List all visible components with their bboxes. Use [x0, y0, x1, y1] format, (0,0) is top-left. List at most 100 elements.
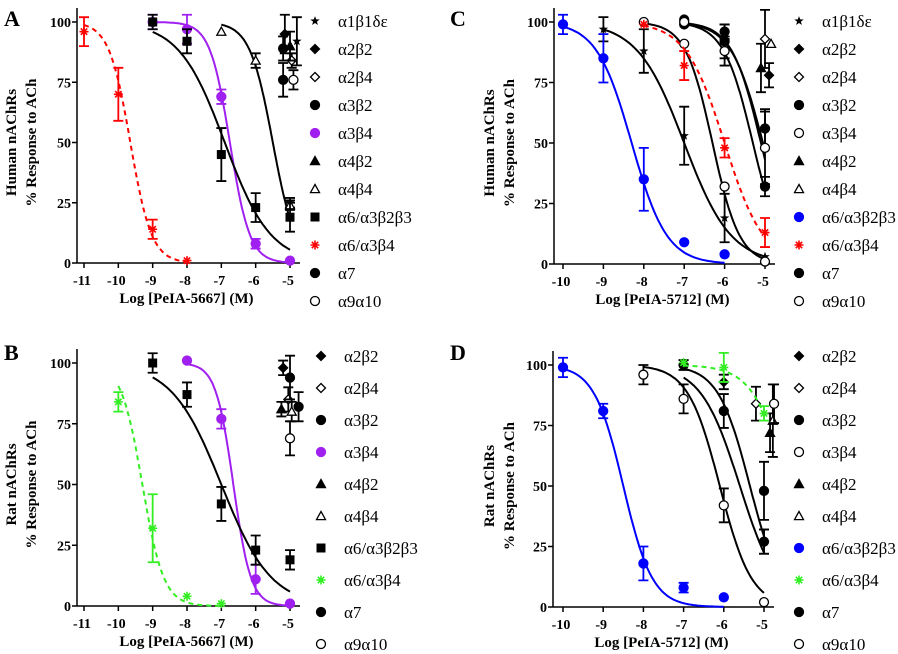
y-tick-label: 50 — [57, 137, 71, 152]
legend-item: α3β4 — [309, 124, 373, 143]
circle-marker — [315, 414, 327, 426]
legend-item: α3β2 — [793, 411, 857, 430]
triangle-open-marker — [765, 37, 777, 49]
legend-label: α2β2 — [338, 40, 373, 59]
y-tick-label: 100 — [526, 359, 547, 374]
legend-label: α3β2 — [338, 96, 373, 115]
legend-label: α3β2 — [344, 411, 379, 430]
y-tick-label: 100 — [50, 16, 71, 31]
asterisk-marker — [316, 575, 326, 585]
x-tick-label: -9 — [596, 275, 608, 290]
star-marker — [719, 213, 730, 222]
asterisk-marker — [794, 240, 804, 250]
series-α9α10 — [284, 420, 296, 457]
diamond-open-marker — [750, 398, 762, 410]
x-tick-label: -5 — [282, 274, 294, 289]
square-marker — [310, 212, 320, 222]
y-axis-label: % Response to ACh — [24, 420, 40, 549]
legend-label: α3β4 — [822, 443, 857, 462]
circle-marker — [638, 174, 649, 185]
star-marker — [292, 36, 302, 46]
y-tick-label: 50 — [533, 480, 547, 495]
legend-item: α6/α3β4 — [794, 236, 879, 255]
diamond-marker — [309, 43, 321, 55]
legend-label: α4β2 — [822, 152, 857, 171]
legend-item: α1β1δε — [310, 12, 388, 31]
series-α3β4 — [638, 16, 771, 267]
y-tick-label: 0 — [64, 600, 71, 615]
y-tick-label: 0 — [64, 257, 71, 272]
circle-marker — [557, 362, 569, 373]
x-tick-label: -8 — [636, 275, 648, 290]
legend-item: α7 — [793, 603, 840, 622]
legend-label: α2β4 — [822, 379, 857, 398]
y-tick-label: 100 — [527, 16, 548, 31]
legend: α2β2 α2β4 α3β2 α3β4 α4β2 α4β4 α6/α3β2β3 α6/α3β4… — [793, 347, 896, 654]
legend-label: α2β2 — [822, 40, 857, 59]
legend-item: α4β4 — [793, 507, 857, 526]
circle-marker — [293, 401, 304, 412]
y-axis-label: Rat nAChRs — [482, 445, 498, 527]
asterisk-marker — [720, 143, 730, 153]
y-tick-label: 75 — [533, 420, 547, 435]
series-α9α10 — [679, 16, 771, 186]
fit-curve — [643, 22, 766, 261]
asterisk-marker — [760, 228, 770, 238]
x-tick-label: -7 — [676, 275, 688, 290]
legend-item: α3β2 — [793, 96, 857, 115]
circle-marker — [793, 542, 805, 554]
y-tick-label: 25 — [533, 541, 547, 556]
triangle-marker — [309, 155, 321, 166]
circle-marker — [216, 91, 227, 102]
series-α4β2 — [755, 42, 767, 94]
circle-marker — [758, 536, 770, 547]
legend-label: α6/α3β2β3 — [822, 208, 896, 227]
diamond-open-marker — [759, 33, 771, 45]
triangle-marker — [284, 40, 296, 51]
x-tick-label: -9 — [595, 618, 607, 633]
circle-marker — [718, 592, 729, 603]
circle-marker — [216, 413, 227, 425]
square-marker — [148, 358, 158, 368]
square-marker — [216, 150, 226, 160]
x-tick-label: -10 — [552, 275, 571, 290]
fit-curve — [117, 385, 222, 607]
legend-label: α7 — [338, 264, 356, 283]
fit-curve — [643, 366, 765, 594]
asterisk-marker — [79, 27, 89, 37]
legend-label: α3β2 — [822, 96, 857, 115]
x-tick-label: -6 — [716, 618, 728, 633]
legend-item: α1β1δε — [794, 12, 872, 31]
series-α4β2 — [284, 30, 296, 62]
legend-item: α6/α3β4 — [310, 236, 395, 255]
panel-C: C 0 25 50 75 100 -10 -9 -8 -7 -6 -5 Log [PeIA-5712] … — [450, 6, 896, 311]
y-axis-label: Rat nAChRs — [4, 443, 20, 525]
circle-open-marker — [309, 295, 321, 307]
panel-letter: A — [4, 6, 20, 31]
triangle-open-marker — [793, 183, 805, 194]
asterisk-marker — [759, 408, 769, 418]
legend-label: α2β4 — [822, 68, 857, 87]
series-α7 — [293, 391, 304, 423]
legend-label: α3β2 — [822, 411, 857, 430]
x-tick-label: -10 — [107, 617, 126, 632]
legend-item: α3β4 — [315, 443, 379, 462]
legend-item: α9α10 — [309, 292, 381, 311]
star-marker — [310, 16, 320, 25]
legend-label: α3β4 — [338, 124, 373, 143]
triangle-open-marker — [793, 510, 805, 521]
legend-label: α3β4 — [822, 124, 857, 143]
legend-label: α9α10 — [344, 635, 387, 654]
legend-item: α4β2 — [309, 152, 373, 171]
square-marker — [285, 212, 295, 222]
circle-marker — [638, 558, 649, 569]
circle-marker — [793, 414, 805, 426]
legend-item: α4β2 — [315, 475, 379, 494]
square-marker — [316, 543, 326, 553]
legend-item: α2β2 — [309, 40, 373, 59]
panel-B: B 0 25 50 75 100 -11 -10 -9 -8 -7 -6 -5 Log [PeIA-566… — [4, 340, 418, 654]
legend-item: α4β4 — [315, 507, 379, 526]
panel-letter: D — [450, 340, 466, 365]
star-marker — [679, 130, 689, 140]
y-tick-label: 0 — [540, 601, 547, 616]
